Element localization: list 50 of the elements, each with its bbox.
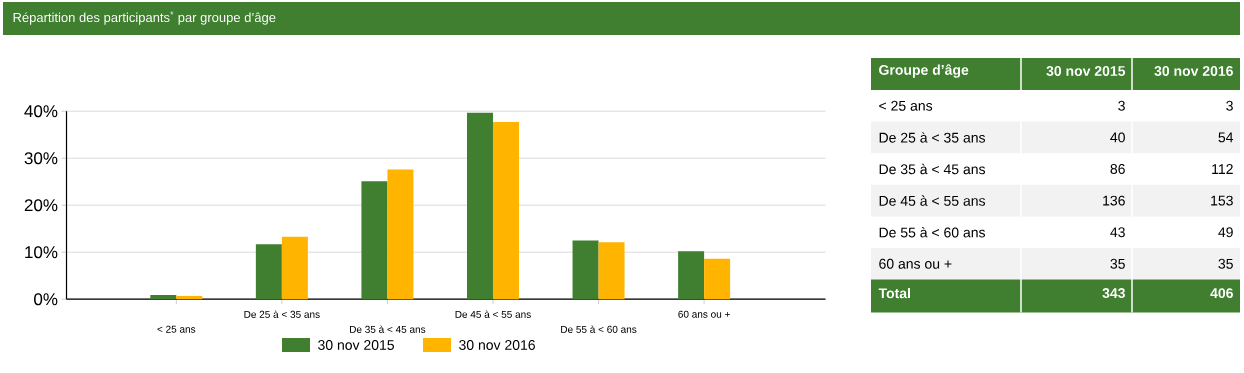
text: 112 (1212, 164, 1233, 174)
text: 86 (1110, 164, 1125, 174)
x-tick-label: < 25 ans (157, 325, 196, 333)
text: 406 (1210, 288, 1233, 299)
x-tick-label: De 55 à < 60 ans (561, 325, 637, 333)
text: Groupe d’âge (879, 64, 969, 78)
legend-label: 30 nov 2016 (459, 340, 535, 350)
bar (361, 181, 388, 300)
text: < 25 ans (879, 100, 933, 111)
legend-label: 30 nov 2015 (318, 340, 394, 350)
bar (150, 294, 177, 300)
text: 43 (1110, 227, 1125, 238)
bar (387, 169, 414, 300)
x-tick-label: 60 ans ou + (678, 310, 730, 318)
text: 35 (1218, 258, 1233, 269)
text: 30 nov 2016 (1154, 66, 1233, 76)
bar (704, 258, 731, 300)
text: 153 (1211, 195, 1233, 206)
text: Total (878, 287, 910, 299)
text: 60 ans ou + (879, 258, 952, 269)
bar (176, 295, 203, 300)
y-tick-label: 40% (24, 105, 58, 118)
bar (466, 112, 493, 300)
text: 40 (1110, 132, 1125, 143)
text: 343 (1102, 288, 1125, 299)
y-tick-label: 10% (25, 246, 58, 259)
text: De 25 à < 35 ans (879, 132, 986, 143)
text: De 45 à < 55 ans (879, 195, 986, 206)
bar (678, 251, 705, 300)
text: 3 (1226, 100, 1233, 111)
bar (492, 122, 519, 300)
bar (255, 244, 282, 300)
text: 30 nov 2015 (1046, 66, 1126, 76)
y-tick-label: 0% (34, 293, 58, 306)
text: De 35 à < 45 ans (879, 163, 986, 175)
bar (572, 240, 599, 300)
x-tick-label: De 35 à < 45 ans (350, 325, 426, 333)
text: 49 (1218, 227, 1233, 238)
text: 35 (1110, 258, 1125, 269)
y-tick-label: 30% (24, 152, 58, 165)
text: 3 (1118, 100, 1125, 111)
x-tick-label: De 45 à < 55 ans (455, 310, 531, 318)
x-tick-label: De 25 à < 35 ans (244, 310, 320, 318)
y-tick-label: 20% (24, 199, 58, 212)
text: De 55 à < 60 ans (879, 226, 986, 238)
bar (598, 242, 625, 300)
bar (281, 236, 308, 300)
text: 136 (1103, 195, 1125, 206)
chart-title: Répartition des participants$^{*}$ par groupe d’âge (13, 11, 276, 25)
text: 54 (1218, 132, 1234, 143)
